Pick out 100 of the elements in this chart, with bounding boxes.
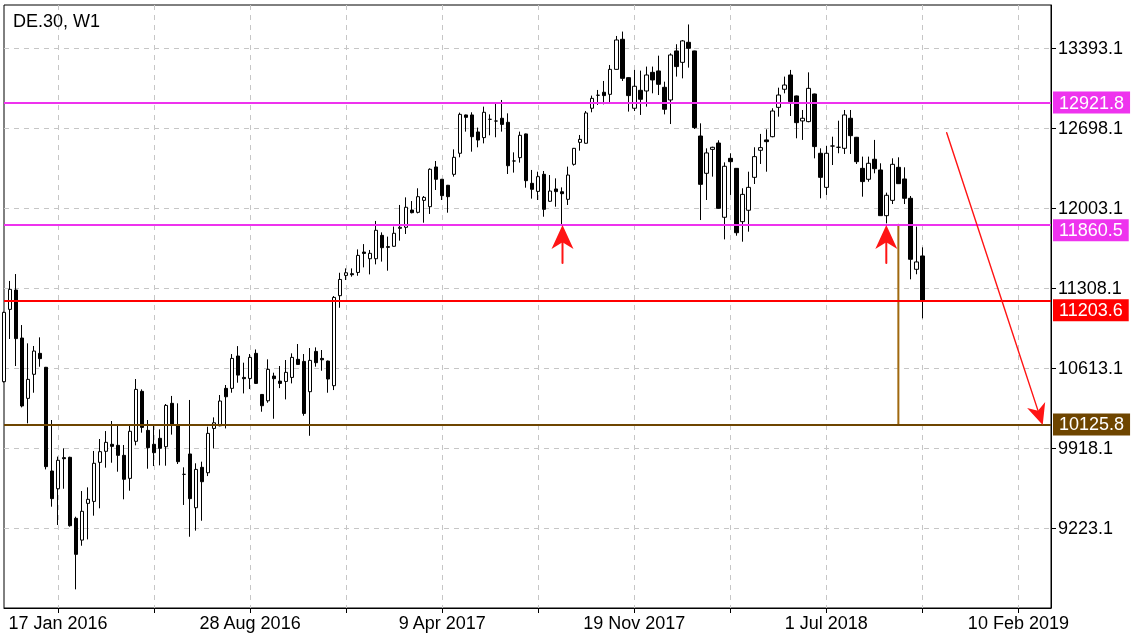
candlestick [380, 231, 384, 263]
candlestick [128, 425, 132, 492]
candlestick [140, 388, 144, 434]
candlestick [314, 346, 318, 368]
y-tick-label: 9918.1 [1058, 438, 1114, 459]
candlestick [500, 99, 504, 133]
candlestick [830, 136, 835, 166]
candlestick [224, 384, 228, 429]
candlestick [8, 280, 12, 340]
candlestick [386, 236, 390, 272]
candlestick [458, 112, 462, 158]
candlestick [344, 267, 348, 281]
candlestick [602, 80, 606, 105]
ref-line-label: 12921.8 [1059, 92, 1125, 113]
candlestick [770, 107, 775, 138]
candlestick [170, 395, 174, 436]
candlestick [104, 430, 108, 469]
candlestick [398, 204, 402, 242]
candlestick [542, 170, 546, 218]
candlestick [368, 249, 372, 275]
candlestick [452, 148, 456, 178]
candlestick [308, 347, 312, 437]
y-tick-label: 13393.1 [1058, 38, 1124, 59]
candlestick [530, 169, 534, 200]
candlestick [362, 243, 366, 268]
candlestick [200, 461, 204, 522]
candlestick [38, 336, 42, 368]
candlestick [86, 486, 90, 540]
candlestick [266, 358, 270, 404]
x-tick-label: 1 Jul 2018 [784, 613, 868, 633]
candlestick [728, 152, 733, 196]
candlestick [116, 424, 120, 473]
x-tick-label: 17 Jan 2016 [8, 613, 108, 633]
candlestick [176, 402, 180, 465]
candlestick [404, 196, 408, 235]
candlestick [410, 200, 414, 214]
candlestick [134, 378, 138, 446]
candlestick [80, 490, 84, 547]
candlestick [56, 456, 60, 526]
candlestick [218, 394, 222, 427]
candlestick [428, 167, 432, 215]
candlestick [494, 102, 498, 138]
candlestick [44, 366, 48, 470]
candlestick [92, 450, 96, 517]
candlestick [284, 359, 288, 400]
candlestick [566, 166, 570, 206]
y-tick-label: 12698.1 [1058, 118, 1124, 139]
y-tick-label: 12003.1 [1058, 198, 1124, 219]
candlestick [692, 50, 697, 130]
candlestick [20, 324, 24, 408]
candlestick [596, 89, 600, 106]
candlestick [854, 136, 859, 165]
candlestick [194, 462, 198, 532]
candlestick [260, 393, 264, 413]
candlestick [188, 399, 192, 538]
candlestick [416, 187, 420, 214]
candlestick [608, 64, 612, 104]
candlestick [206, 426, 210, 477]
candlestick [272, 372, 276, 420]
y-tick-label: 10613.1 [1058, 358, 1124, 379]
candlestick [320, 349, 324, 372]
candlestick [506, 112, 510, 175]
candlestick [26, 342, 30, 424]
candlestick [98, 438, 102, 509]
candlestick [560, 186, 564, 225]
ref-line-label: 10125.8 [1059, 414, 1125, 435]
candlestick [236, 345, 240, 384]
candlestick [146, 419, 150, 470]
candlestick [122, 444, 126, 500]
candlestick [164, 403, 168, 467]
x-tick-label: 10 Feb 2019 [967, 613, 1069, 633]
candlestick [464, 114, 468, 133]
candlestick [296, 343, 300, 366]
y-tick-label: 11308.1 [1058, 278, 1122, 299]
candlestick [434, 160, 438, 191]
candlestick [554, 177, 558, 208]
candlestick [290, 352, 294, 384]
candlestick [422, 195, 426, 224]
candlestick [152, 425, 156, 467]
y-tick-label: 9223.1 [1058, 518, 1114, 539]
candlestick [518, 131, 522, 164]
candlestick [470, 111, 474, 153]
chart-title: DE.30, W1 [13, 11, 101, 31]
candlestick [476, 127, 480, 148]
x-tick-label: 28 Aug 2016 [199, 613, 301, 633]
candlestick [278, 365, 282, 389]
ref-line-label: 11860.5 [1059, 220, 1123, 241]
candlestick [356, 248, 360, 277]
candlestick [758, 133, 763, 165]
candlestick [584, 110, 588, 144]
candlestick [110, 420, 114, 464]
candlestick [248, 353, 252, 390]
candlestick [482, 106, 486, 144]
candlestick [440, 178, 444, 201]
candlestick [524, 133, 528, 189]
candlestick [752, 146, 757, 185]
candlestick [350, 267, 354, 278]
candlestick [512, 151, 516, 174]
candlestick [242, 362, 246, 394]
candlestick [572, 147, 576, 167]
